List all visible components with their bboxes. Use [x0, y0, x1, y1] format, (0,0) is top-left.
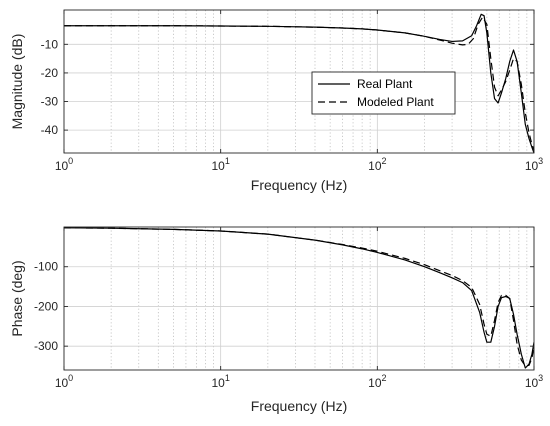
axes-box: [63, 226, 535, 371]
y-tick-label: -20: [41, 66, 59, 80]
y-tick-label: -30: [41, 95, 59, 109]
y-tick-label: -100: [34, 260, 58, 274]
legend-label: Real Plant: [357, 77, 413, 91]
x-tick-label: 103: [525, 373, 543, 390]
phase-plot: 100 101 102 103 -100 -200 -300 Frequency (Hz) Ph…: [9, 226, 543, 414]
y-tick-label: -200: [34, 299, 58, 313]
y-axis-label: Phase (deg): [9, 260, 25, 336]
legend: Real Plant Modeled Plant: [311, 71, 456, 115]
plot-area: [64, 10, 534, 153]
series-line-modeled-plant: [64, 227, 534, 367]
series-line-modeled-plant: [64, 16, 534, 151]
legend-box: [311, 71, 456, 115]
x-tick-label: 102: [368, 156, 386, 173]
x-tick-label: 101: [211, 373, 229, 390]
y-tick-label: -300: [34, 339, 58, 353]
x-tick-label: 102: [368, 373, 386, 390]
x-tick-label: 100: [55, 373, 73, 390]
x-axis-label: Frequency (Hz): [251, 177, 347, 193]
magnitude-plot: 100 101 102 103 -10 -20 -30 -40 Frequency (Hz) Ma…: [9, 9, 543, 193]
y-tick-label: -10: [41, 37, 59, 51]
x-tick-label: 101: [211, 156, 229, 173]
legend-label: Modeled Plant: [357, 95, 434, 109]
series-line-real-plant: [64, 227, 534, 369]
axes-box: [63, 9, 535, 154]
x-tick-label: 103: [525, 156, 543, 173]
plot-area: [64, 227, 534, 370]
y-axis-label: Magnitude (dB): [9, 34, 25, 130]
y-tick-label: -40: [41, 123, 59, 137]
x-axis-label: Frequency (Hz): [251, 398, 347, 414]
x-tick-label: 100: [55, 156, 73, 173]
